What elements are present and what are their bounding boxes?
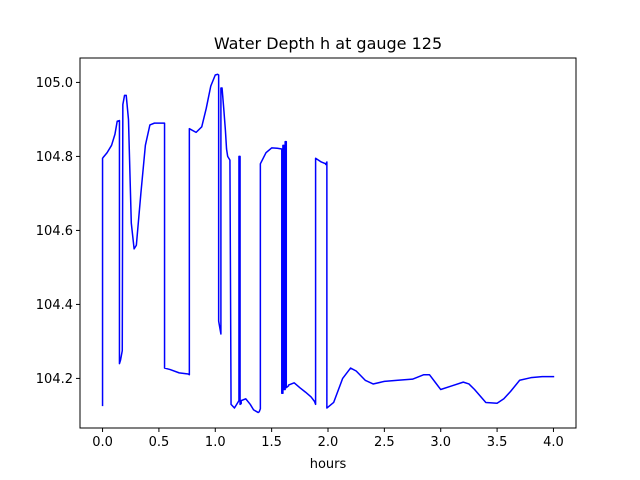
chart-title: Water Depth h at gauge 125 bbox=[214, 34, 442, 53]
y-axis: 104.2 104.4 104.6 104.8 105.0 bbox=[36, 76, 80, 387]
x-axis-label: hours bbox=[310, 457, 347, 472]
x-tick-label: 0.0 bbox=[92, 435, 113, 450]
x-tick-label: 1.5 bbox=[261, 435, 282, 450]
y-tick-label: 104.8 bbox=[36, 150, 73, 165]
plot-frame bbox=[79, 57, 577, 429]
x-axis: 0.0 0.5 1.0 1.5 2.0 2.5 3.0 3.5 4.0 bbox=[92, 428, 564, 450]
x-tick-label: 3.0 bbox=[430, 435, 451, 450]
x-tick-label: 1.0 bbox=[205, 435, 226, 450]
x-tick-label: 4.0 bbox=[543, 435, 564, 450]
x-tick-label: 2.5 bbox=[374, 435, 395, 450]
x-tick-label: 2.0 bbox=[318, 435, 339, 450]
y-tick-label: 105.0 bbox=[36, 76, 73, 91]
plot-area bbox=[80, 58, 576, 428]
x-tick-label: 3.5 bbox=[487, 435, 508, 450]
y-tick-label: 104.6 bbox=[36, 224, 73, 239]
y-tick-label: 104.4 bbox=[36, 298, 73, 313]
y-tick-label: 104.2 bbox=[36, 372, 73, 387]
water-depth-line bbox=[101, 73, 555, 414]
x-tick-label: 0.5 bbox=[149, 435, 170, 450]
